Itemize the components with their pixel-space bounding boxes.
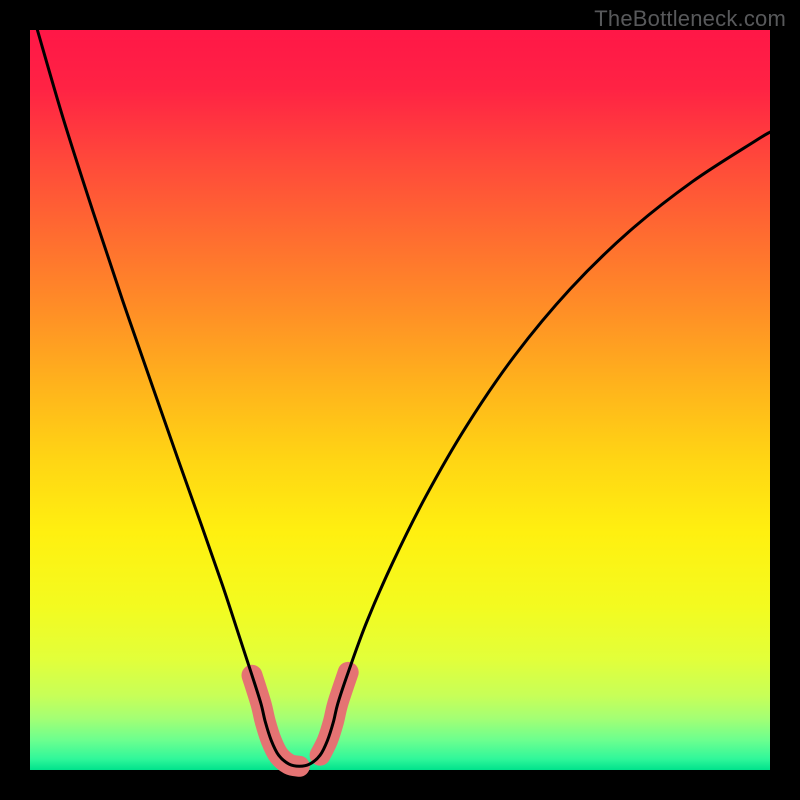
watermark-text: TheBottleneck.com	[594, 6, 786, 32]
plot-background	[30, 30, 770, 770]
chart-stage: TheBottleneck.com	[0, 0, 800, 800]
bottleneck-chart	[0, 0, 800, 800]
